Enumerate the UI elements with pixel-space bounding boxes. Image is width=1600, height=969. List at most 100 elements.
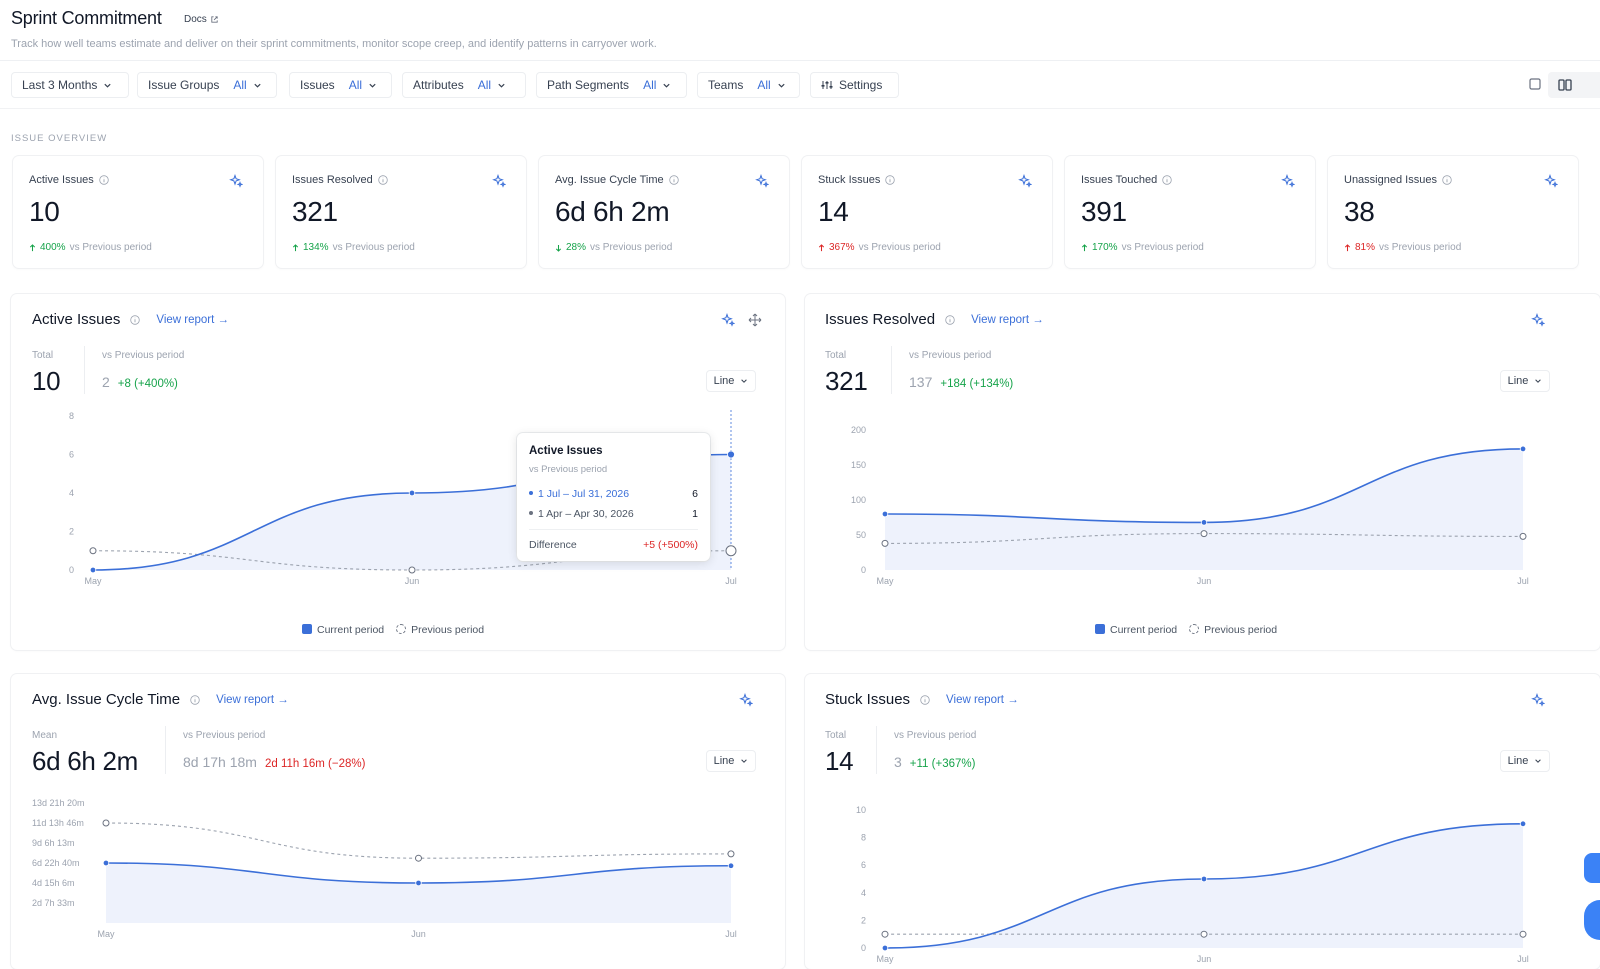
current-period-area (106, 863, 731, 923)
kpi-card[interactable]: Unassigned Issues 38 81% vs Previous period (1328, 156, 1578, 268)
y-tick-label: 6 (69, 450, 74, 460)
info-icon[interactable] (99, 175, 109, 185)
legend-previous[interactable]: Previous period (1189, 624, 1277, 636)
view-report-link[interactable]: View report → (216, 693, 289, 706)
x-tick-label: Jul (725, 929, 737, 939)
y-tick-label: 0 (69, 565, 74, 575)
kpi-vs-label: vs Previous period (858, 242, 941, 253)
y-tick-label: 0 (861, 565, 866, 575)
chart-type-select[interactable]: Line (706, 370, 756, 392)
info-icon[interactable] (190, 694, 200, 705)
avg-cycle-time-chart: 13d 21h 20m 11d 13h 46m 9d 6h 13m 6d 22h 40… (32, 798, 737, 939)
sparkle-icon[interactable] (721, 313, 735, 327)
previous-period-point (1519, 532, 1527, 540)
assistant-button[interactable] (1584, 853, 1600, 883)
kpi-card[interactable]: Avg. Issue Cycle Time 6d 6h 2m 28% vs Previ… (539, 156, 789, 268)
x-tick-label: May (876, 954, 894, 964)
change-value: +8 (+400%) (117, 378, 178, 390)
kpi-card[interactable]: Issues Resolved 321 134% vs Previous period (276, 156, 526, 268)
x-tick-label: Jun (405, 576, 420, 586)
chart-type-select[interactable]: Line (1500, 370, 1550, 392)
issue-groups-filter-label: Issue Groups (148, 78, 220, 92)
sparkle-icon[interactable] (1281, 174, 1295, 188)
tooltip-subtitle: vs Previous period (529, 464, 608, 475)
change-value: 2d 11h 16m (−28%) (264, 758, 366, 770)
x-tick-label: May (876, 576, 894, 586)
vs-previous-label: vs Previous period (183, 730, 266, 741)
view-report-link[interactable]: View report → (946, 693, 1019, 706)
vs-previous-label: vs Previous period (102, 350, 185, 361)
info-icon[interactable] (945, 314, 955, 325)
previous-value: 137 (909, 374, 933, 390)
issues-resolved-panel: Issues Resolved View report → Total 321 … (805, 294, 1600, 650)
kpi-card[interactable]: Issues Touched 391 170% vs Previous period (1065, 156, 1315, 268)
teams-filter[interactable]: Teams All (697, 72, 800, 98)
two-column-view-icon (1558, 79, 1572, 91)
single-column-view-icon[interactable] (1526, 75, 1544, 93)
info-icon[interactable] (885, 175, 896, 185)
tooltip-current-range: 1 Jul – Jul 31, 2026 (538, 488, 630, 500)
kpi-label: Stuck Issues (818, 174, 896, 186)
settings-button[interactable]: Settings (810, 72, 899, 98)
info-icon[interactable] (378, 175, 388, 185)
kpi-delta: 170% vs Previous period (1081, 242, 1204, 253)
y-tick-label: 0 (861, 943, 866, 953)
two-column-view-toggle[interactable] (1548, 72, 1600, 98)
info-icon[interactable] (130, 314, 141, 325)
period-filter[interactable]: Last 3 Months (11, 72, 129, 98)
mean-label: Mean (32, 730, 58, 741)
view-report-link[interactable]: View report → (156, 313, 230, 326)
sparkle-icon[interactable] (755, 174, 769, 188)
kpi-vs-label: vs Previous period (1379, 242, 1462, 253)
current-period-point (727, 862, 735, 869)
change-value: +11 (+367%) (909, 758, 976, 770)
sparkle-icon[interactable] (1544, 174, 1558, 188)
kpi-label: Active Issues (29, 174, 109, 186)
kpi-card[interactable]: Stuck Issues 14 367% vs Previous period (802, 156, 1052, 268)
kpi-delta-value: 400% (40, 242, 66, 253)
tooltip-current-row: 1 Jul – Jul 31, 2026 6 (529, 488, 698, 500)
kpi-card[interactable]: Active Issues 10 400% vs Previous period (13, 156, 263, 268)
chart-type-label: Line (1507, 755, 1529, 767)
total-label: Total (825, 350, 847, 361)
chat-button[interactable] (1584, 900, 1600, 940)
vs-previous-row: 2 +8 (+400%) (102, 374, 178, 390)
sparkle-icon[interactable] (492, 174, 506, 188)
y-tick-label: 4 (861, 888, 866, 898)
sparkle-icon[interactable] (1018, 174, 1032, 188)
chevron-down-icon (254, 83, 261, 88)
y-tick-label: 4d 15h 6m (32, 878, 75, 888)
view-report-link[interactable]: View report → (971, 313, 1044, 326)
legend-current[interactable]: Current period (1095, 624, 1177, 636)
sparkle-icon[interactable] (1531, 313, 1545, 327)
chart-type-select[interactable]: Line (706, 750, 756, 772)
sparkle-icon[interactable] (229, 174, 243, 188)
move-icon[interactable] (748, 313, 762, 327)
issue-groups-filter[interactable]: Issue Groups All (137, 72, 277, 98)
attributes-filter[interactable]: Attributes All (402, 72, 526, 98)
tooltip-difference-value: +5 (+500%) (643, 539, 698, 551)
path-segments-filter[interactable]: Path Segments All (536, 72, 687, 98)
info-icon[interactable] (1442, 175, 1452, 185)
legend-previous[interactable]: Previous period (396, 624, 484, 636)
y-tick-label: 8 (861, 833, 866, 843)
path-segments-filter-label: Path Segments (547, 78, 630, 92)
previous-value: 3 (894, 754, 902, 770)
previous-period-point (102, 819, 110, 827)
tooltip-previous-range: 1 Apr – Apr 30, 2026 (538, 508, 634, 520)
tooltip-previous-row: 1 Apr – Apr 30, 2026 1 (529, 508, 698, 520)
sparkle-icon[interactable] (739, 693, 753, 707)
chart-type-select[interactable]: Line (1500, 750, 1550, 772)
header-divider (0, 60, 1600, 61)
kpi-delta-value: 134% (303, 242, 329, 253)
sparkle-icon[interactable] (1531, 693, 1545, 707)
teams-filter-value: All (757, 78, 771, 92)
y-tick-label: 2 (861, 915, 866, 925)
issues-filter[interactable]: Issues All (289, 72, 392, 98)
info-icon[interactable] (668, 175, 679, 185)
info-icon[interactable] (1162, 175, 1172, 185)
attributes-filter-label: Attributes (413, 78, 464, 92)
info-icon[interactable] (920, 694, 930, 705)
legend-current[interactable]: Current period (302, 624, 384, 636)
docs-link[interactable]: Docs (179, 10, 224, 28)
